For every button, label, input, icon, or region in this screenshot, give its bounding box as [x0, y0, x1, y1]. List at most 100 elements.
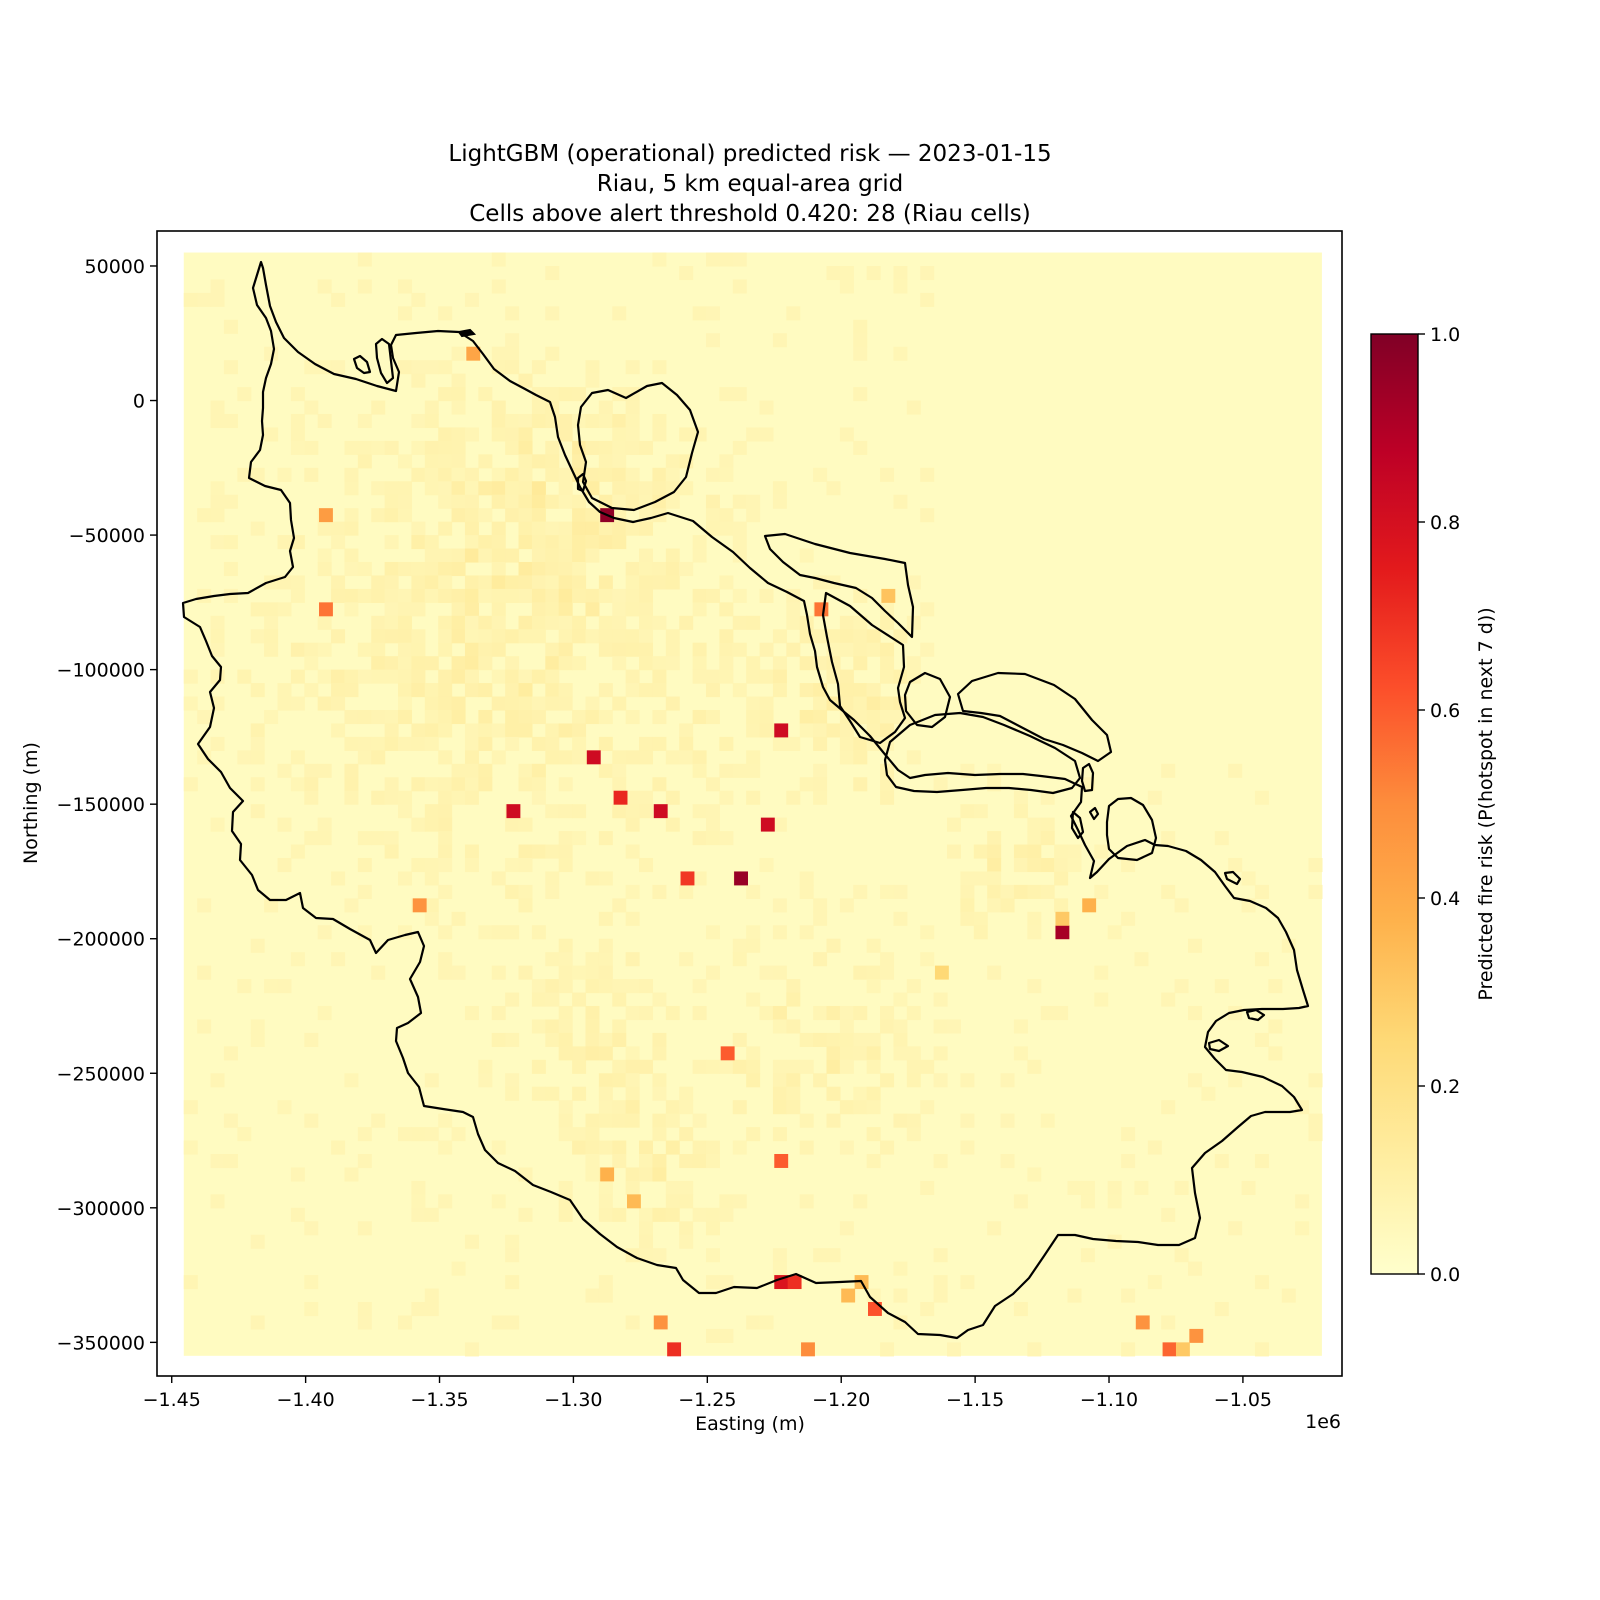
texture-cell — [451, 602, 466, 617]
texture-cell — [491, 1194, 506, 1209]
texture-cell — [679, 884, 694, 899]
texture-cell — [344, 481, 359, 496]
texture-cell — [304, 642, 319, 657]
texture-cell — [719, 736, 734, 751]
texture-cell — [545, 844, 560, 859]
texture-cell — [598, 709, 613, 725]
texture-cell — [183, 1275, 198, 1290]
texture-cell — [1268, 1019, 1283, 1034]
texture-cell — [772, 925, 787, 940]
texture-cell — [545, 454, 560, 469]
texture-cell — [933, 777, 948, 792]
texture-cell — [572, 1086, 587, 1101]
texture-cell — [853, 387, 868, 402]
texture-cell — [1107, 1180, 1122, 1195]
texture-cell — [1228, 1221, 1243, 1236]
texture-cell — [585, 871, 600, 886]
texture-cell — [612, 1100, 627, 1115]
texture-cell — [933, 1248, 948, 1263]
y-tick-label: 0 — [133, 391, 145, 413]
texture-cell — [893, 992, 908, 1007]
texture-cell — [705, 1328, 720, 1343]
texture-cell — [839, 1140, 854, 1155]
texture-cell — [384, 602, 399, 617]
texture-cell — [665, 467, 680, 482]
texture-cell — [853, 656, 868, 671]
island-east-outline — [763, 532, 915, 639]
texture-cell — [1188, 938, 1203, 953]
texture-cell — [732, 535, 747, 550]
texture-cell — [679, 1127, 694, 1142]
texture-cell — [1134, 1180, 1149, 1195]
texture-cell — [491, 602, 506, 617]
texture-cell — [625, 1073, 640, 1088]
texture-cell — [598, 1288, 613, 1303]
texture-cell — [210, 535, 225, 550]
texture-cell — [464, 467, 479, 482]
texture-cell — [639, 736, 654, 751]
texture-cell — [438, 1113, 453, 1128]
texture-cell — [705, 508, 720, 523]
texture-cell — [344, 561, 359, 577]
texture-cell — [384, 440, 399, 455]
texture-cell — [639, 481, 654, 496]
texture-cell — [384, 831, 399, 846]
texture-cell — [545, 871, 560, 886]
texture-cell — [357, 1315, 372, 1330]
texture-cell — [1054, 857, 1069, 873]
texture-cell — [572, 709, 587, 725]
risk-cell — [1055, 925, 1070, 940]
chart-subtitle: Riau, 5 km equal-area grid — [597, 171, 903, 197]
texture-cell — [384, 736, 399, 751]
colorbar-tick-label: 0.8 — [1430, 512, 1460, 534]
texture-cell — [478, 683, 493, 698]
texture-cell — [732, 440, 747, 455]
texture-cell — [732, 642, 747, 657]
island-northeast-outline — [576, 381, 700, 512]
texture-cell — [250, 804, 265, 819]
texture-cell — [1040, 831, 1055, 846]
texture-cell — [411, 360, 426, 375]
texture-cell — [344, 777, 359, 792]
texture-cell — [1268, 979, 1283, 994]
texture-cell — [799, 709, 814, 725]
texture-cell — [518, 669, 533, 684]
texture-cell — [411, 535, 426, 550]
texture-cell — [625, 1113, 640, 1128]
texture-cell — [612, 615, 627, 630]
texture-cell — [558, 467, 573, 482]
texture-cell — [692, 1005, 707, 1021]
texture-cell — [692, 588, 707, 603]
texture-cell — [438, 1194, 453, 1209]
texture-cell — [639, 979, 654, 994]
texture-cell — [411, 669, 426, 684]
texture-cell — [1013, 857, 1028, 873]
texture-cell — [250, 1315, 265, 1330]
texture-cell — [866, 683, 881, 698]
texture-cell — [464, 857, 479, 873]
texture-cell — [1000, 1153, 1015, 1169]
texture-cell — [478, 723, 493, 738]
texture-cell — [518, 696, 533, 711]
texture-cell — [210, 508, 225, 523]
texture-cell — [518, 709, 533, 725]
texture-cell — [531, 508, 546, 523]
texture-cell — [665, 750, 680, 765]
texture-cell — [1000, 1113, 1015, 1128]
texture-cell — [759, 857, 774, 873]
texture-cell — [679, 1100, 694, 1115]
texture-cell — [625, 844, 640, 859]
texture-cell — [612, 696, 627, 711]
texture-cell — [759, 642, 774, 657]
texture-cell — [438, 575, 453, 590]
texture-cell — [1013, 844, 1028, 859]
texture-cell — [491, 561, 506, 577]
texture-cell — [679, 1086, 694, 1101]
texture-cell — [491, 696, 506, 711]
texture-cell — [478, 508, 493, 523]
texture-cell — [960, 804, 975, 819]
texture-cell — [772, 683, 787, 698]
texture-cell — [960, 884, 975, 899]
texture-cell — [424, 1301, 439, 1317]
risk-cell — [868, 1301, 882, 1316]
